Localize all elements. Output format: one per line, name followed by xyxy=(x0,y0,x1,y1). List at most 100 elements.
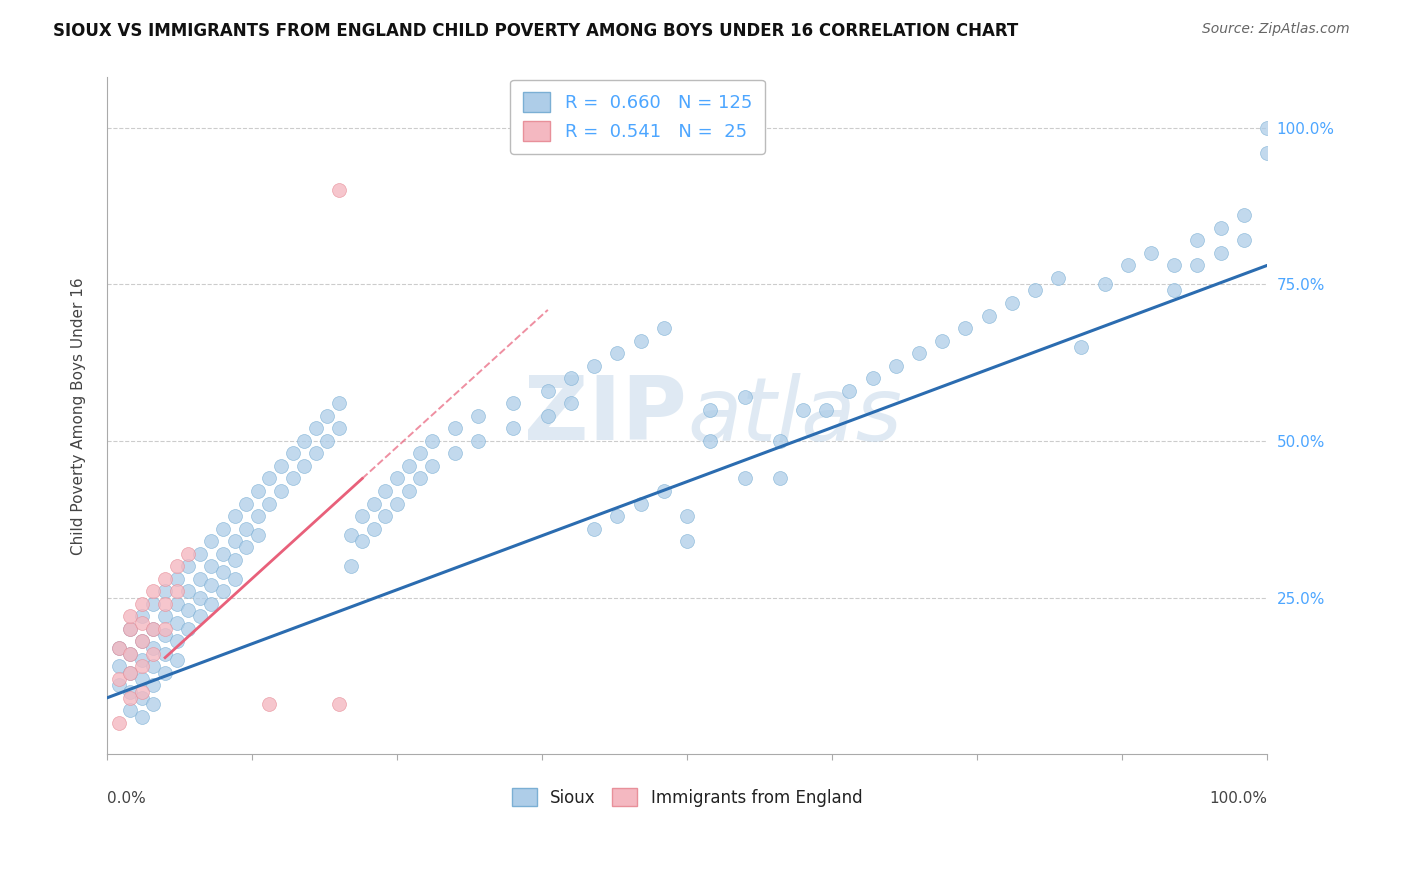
Point xyxy=(200,578,222,592)
Point xyxy=(467,409,489,423)
Point xyxy=(131,684,153,698)
Point xyxy=(316,409,339,423)
Point xyxy=(131,659,153,673)
Point xyxy=(977,309,1000,323)
Point xyxy=(212,566,235,580)
Point xyxy=(107,640,129,655)
Point xyxy=(352,509,374,524)
Point xyxy=(1047,271,1070,285)
Point xyxy=(131,634,153,648)
Point xyxy=(120,690,142,705)
Point xyxy=(769,434,792,448)
Point xyxy=(560,371,582,385)
Point xyxy=(1140,246,1163,260)
Point xyxy=(339,528,361,542)
Point xyxy=(142,640,165,655)
Point xyxy=(1233,208,1256,222)
Point xyxy=(292,434,315,448)
Point xyxy=(224,509,246,524)
Point xyxy=(120,665,142,680)
Point xyxy=(385,497,408,511)
Point xyxy=(502,396,524,410)
Point xyxy=(235,541,257,555)
Point xyxy=(328,396,350,410)
Point xyxy=(153,628,176,642)
Point xyxy=(259,697,281,711)
Point xyxy=(259,497,281,511)
Point xyxy=(352,534,374,549)
Point xyxy=(212,547,235,561)
Point xyxy=(606,346,628,360)
Point xyxy=(398,483,420,498)
Point xyxy=(1209,246,1232,260)
Point xyxy=(107,678,129,692)
Point xyxy=(120,665,142,680)
Point xyxy=(630,334,652,348)
Point xyxy=(305,446,328,460)
Point xyxy=(1233,233,1256,247)
Point xyxy=(502,421,524,435)
Point xyxy=(153,597,176,611)
Point xyxy=(420,458,443,473)
Point xyxy=(583,359,606,373)
Point xyxy=(1187,259,1209,273)
Point xyxy=(177,547,200,561)
Point xyxy=(305,421,328,435)
Point xyxy=(166,615,188,630)
Point xyxy=(131,690,153,705)
Point xyxy=(409,446,432,460)
Point xyxy=(444,421,467,435)
Point xyxy=(235,497,257,511)
Point xyxy=(1070,340,1092,354)
Point xyxy=(166,584,188,599)
Text: SIOUX VS IMMIGRANTS FROM ENGLAND CHILD POVERTY AMONG BOYS UNDER 16 CORRELATION C: SIOUX VS IMMIGRANTS FROM ENGLAND CHILD P… xyxy=(53,22,1019,40)
Point xyxy=(537,384,560,398)
Point xyxy=(120,647,142,661)
Point xyxy=(120,622,142,636)
Point xyxy=(188,591,211,605)
Point xyxy=(1209,220,1232,235)
Point xyxy=(385,471,408,485)
Point xyxy=(583,522,606,536)
Point xyxy=(467,434,489,448)
Point xyxy=(142,622,165,636)
Point xyxy=(838,384,860,398)
Point xyxy=(815,402,838,417)
Point xyxy=(166,597,188,611)
Point xyxy=(166,572,188,586)
Point xyxy=(246,528,269,542)
Point xyxy=(153,647,176,661)
Point xyxy=(630,497,652,511)
Point xyxy=(188,609,211,624)
Point xyxy=(328,183,350,197)
Point xyxy=(142,584,165,599)
Point xyxy=(153,572,176,586)
Point xyxy=(363,497,385,511)
Text: 0.0%: 0.0% xyxy=(107,791,146,806)
Point xyxy=(131,672,153,686)
Point xyxy=(420,434,443,448)
Point xyxy=(142,647,165,661)
Point xyxy=(246,483,269,498)
Point xyxy=(142,697,165,711)
Y-axis label: Child Poverty Among Boys Under 16: Child Poverty Among Boys Under 16 xyxy=(72,277,86,555)
Point xyxy=(270,458,292,473)
Point xyxy=(131,653,153,667)
Point xyxy=(107,640,129,655)
Point xyxy=(955,321,977,335)
Point xyxy=(281,471,304,485)
Point xyxy=(131,597,153,611)
Point xyxy=(131,634,153,648)
Point xyxy=(281,446,304,460)
Point xyxy=(142,659,165,673)
Point xyxy=(409,471,432,485)
Point xyxy=(120,622,142,636)
Point xyxy=(212,522,235,536)
Point xyxy=(884,359,907,373)
Point xyxy=(188,547,211,561)
Point xyxy=(931,334,953,348)
Point xyxy=(560,396,582,410)
Point xyxy=(246,509,269,524)
Point xyxy=(212,584,235,599)
Point xyxy=(142,622,165,636)
